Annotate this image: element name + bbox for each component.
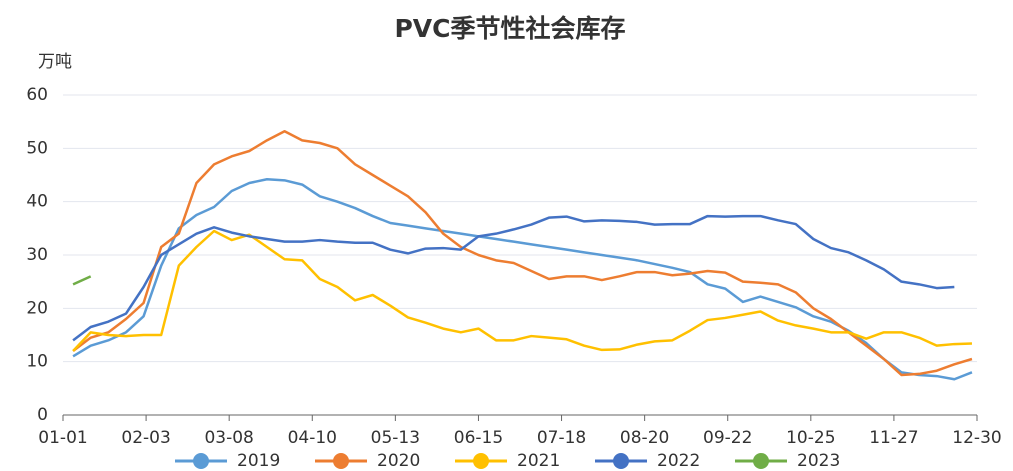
x-tick-label: 06-15 [454, 428, 503, 448]
series-line [72, 275, 92, 286]
legend-label: 2023 [797, 451, 840, 471]
series-line [72, 214, 955, 342]
x-tick-label: 07-18 [537, 428, 586, 448]
x-tick-label: 03-08 [204, 428, 253, 448]
y-tick-label: 20 [26, 298, 48, 318]
chart-title: PVC季节性社会库存 [394, 14, 625, 43]
series-line [72, 130, 973, 377]
series-line [72, 229, 973, 352]
x-tick-label: 10-25 [786, 428, 835, 448]
x-tick-label: 05-13 [371, 428, 420, 448]
y-tick-label: 30 [26, 245, 48, 265]
legend-label: 2020 [377, 451, 420, 471]
y-tick-label: 0 [37, 405, 48, 425]
y-axis-label: 万吨 [38, 52, 72, 72]
y-tick-label: 60 [26, 85, 48, 105]
y-tick-label: 10 [26, 352, 48, 372]
legend-marker [753, 453, 769, 469]
x-tick-label: 02-03 [121, 428, 170, 448]
legend-label: 2019 [237, 451, 280, 471]
legend-marker [333, 453, 349, 469]
y-tick-label: 50 [26, 138, 48, 158]
legend-marker [193, 453, 209, 469]
legend-label: 2021 [517, 451, 560, 471]
legend-label: 2022 [657, 451, 700, 471]
x-tick-label: 01-01 [38, 428, 87, 448]
x-tick-label: 04-10 [288, 428, 337, 448]
legend-marker [613, 453, 629, 469]
x-tick-label: 12-30 [952, 428, 1001, 448]
x-tick-label: 09-22 [703, 428, 752, 448]
series-line [72, 178, 973, 381]
x-tick-label: 11-27 [869, 428, 918, 448]
legend-marker [473, 453, 489, 469]
x-tick-label: 08-20 [620, 428, 669, 448]
y-tick-label: 40 [26, 192, 48, 212]
